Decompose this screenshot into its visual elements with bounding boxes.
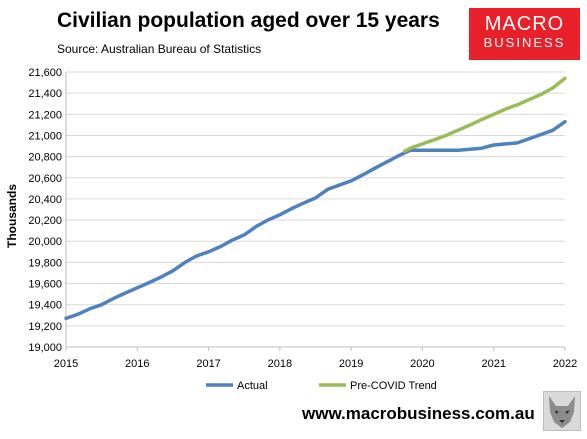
legend-label: Actual [237,380,268,392]
y-tick-label: 21,000 [28,130,62,142]
x-tick-label: 2021 [481,358,505,370]
legend-label: Pre-COVID Trend [350,380,437,392]
x-tick-label: 2017 [196,358,220,370]
axes [65,72,566,351]
wolf-icon [543,391,581,431]
x-tick-label: 2020 [410,358,434,370]
line-chart: 19,000 19,200 19,400 19,600 19,800 20,000 20,2… [5,67,577,392]
legend: Actual Pre-COVID Trend [206,380,437,392]
x-tick-label: 2022 [553,358,577,370]
x-tick-label: 2016 [125,358,149,370]
footer-url: www.macrobusiness.com.au [302,404,535,423]
macrobusiness-logo: MACRO BUSINESS [469,8,580,60]
y-tick-label: 19,600 [28,279,62,291]
series-line-pre-covid-trend [402,76,567,154]
x-tick-labels: 2015 2016 2017 2018 2019 2020 2021 2022 [54,358,577,370]
y-tick-label: 20,800 [28,152,62,164]
grid-lines [66,71,565,327]
y-tick-label: 20,400 [28,194,62,206]
y-tick-labels: 19,000 19,200 19,400 19,600 19,800 20,000 20,2… [28,67,62,354]
y-tick-label: 20,000 [28,236,62,248]
logo-line-2: BUSINESS [483,35,566,50]
y-tick-label: 19,000 [28,342,62,354]
y-axis-label: Thousands [5,184,19,248]
y-tick-label: 19,800 [28,257,62,269]
x-tick-label: 2015 [54,358,78,370]
series-line-actual [64,119,567,321]
x-tick-label: 2018 [268,358,292,370]
x-tick-label: 2019 [339,358,363,370]
y-tick-label: 21,400 [28,88,62,100]
y-tick-label: 21,600 [28,67,62,79]
chart-title: Civilian population aged over 15 years [57,9,440,32]
chart-source: Source: Australian Bureau of Statistics [57,42,262,56]
y-tick-label: 20,200 [28,215,62,227]
logo-line-1: MACRO [484,13,565,35]
series-lines [64,76,567,321]
y-tick-label: 21,200 [28,109,62,121]
y-tick-label: 19,200 [28,321,62,333]
y-tick-label: 19,400 [28,300,62,312]
y-tick-label: 20,600 [28,173,62,185]
